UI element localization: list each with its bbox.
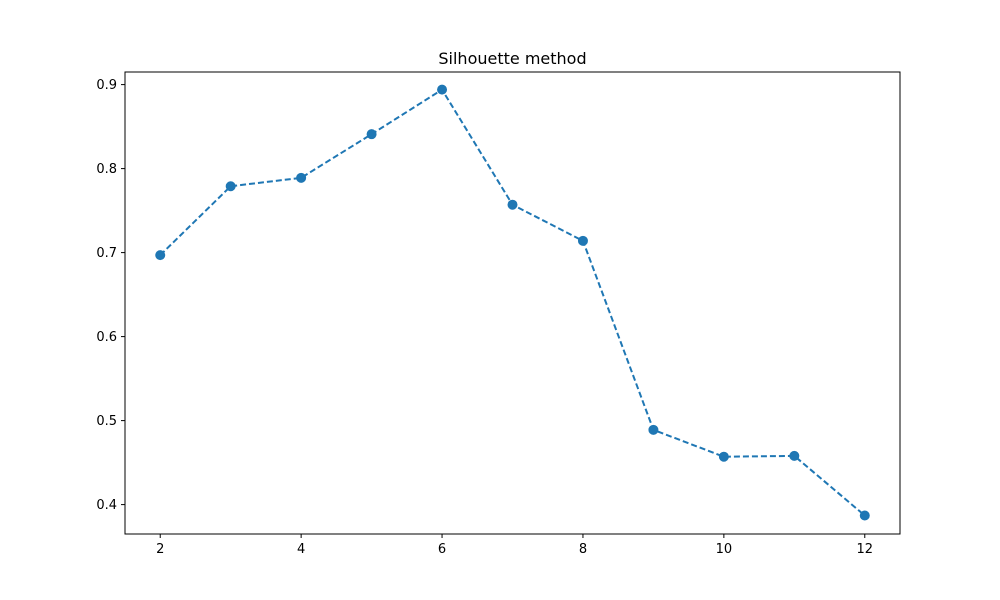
data-point (648, 424, 659, 435)
data-point (296, 172, 307, 183)
y-tick-label: 0.4 (96, 498, 117, 513)
x-tick-label: 4 (297, 542, 305, 557)
y-tick-label: 0.8 (96, 162, 117, 177)
chart-title: Silhouette method (438, 49, 586, 68)
y-axis-ticks: 0.4 0.5 0.6 0.7 0.8 0.9 (96, 78, 125, 513)
y-tick-label: 0.9 (96, 78, 117, 93)
x-tick-label: 12 (856, 542, 873, 557)
series-layer (155, 84, 870, 521)
plot-frame (124, 71, 901, 535)
x-axis-ticks: 2 4 6 8 10 12 (156, 534, 873, 557)
data-point (366, 129, 377, 140)
data-point (155, 250, 166, 261)
data-point (507, 199, 518, 210)
y-tick-label: 0.7 (96, 246, 117, 261)
y-tick-label: 0.6 (96, 330, 117, 345)
x-tick-label: 10 (716, 542, 733, 557)
x-tick-label: 2 (156, 542, 164, 557)
x-tick-label: 8 (579, 542, 587, 557)
data-point (859, 510, 870, 521)
y-tick-label: 0.5 (96, 414, 117, 429)
data-point (718, 451, 729, 462)
data-point (225, 181, 236, 192)
x-tick-label: 6 (438, 542, 446, 557)
data-point (789, 450, 800, 461)
data-point (437, 84, 448, 95)
plot-area (125, 72, 900, 534)
data-point (577, 235, 588, 246)
